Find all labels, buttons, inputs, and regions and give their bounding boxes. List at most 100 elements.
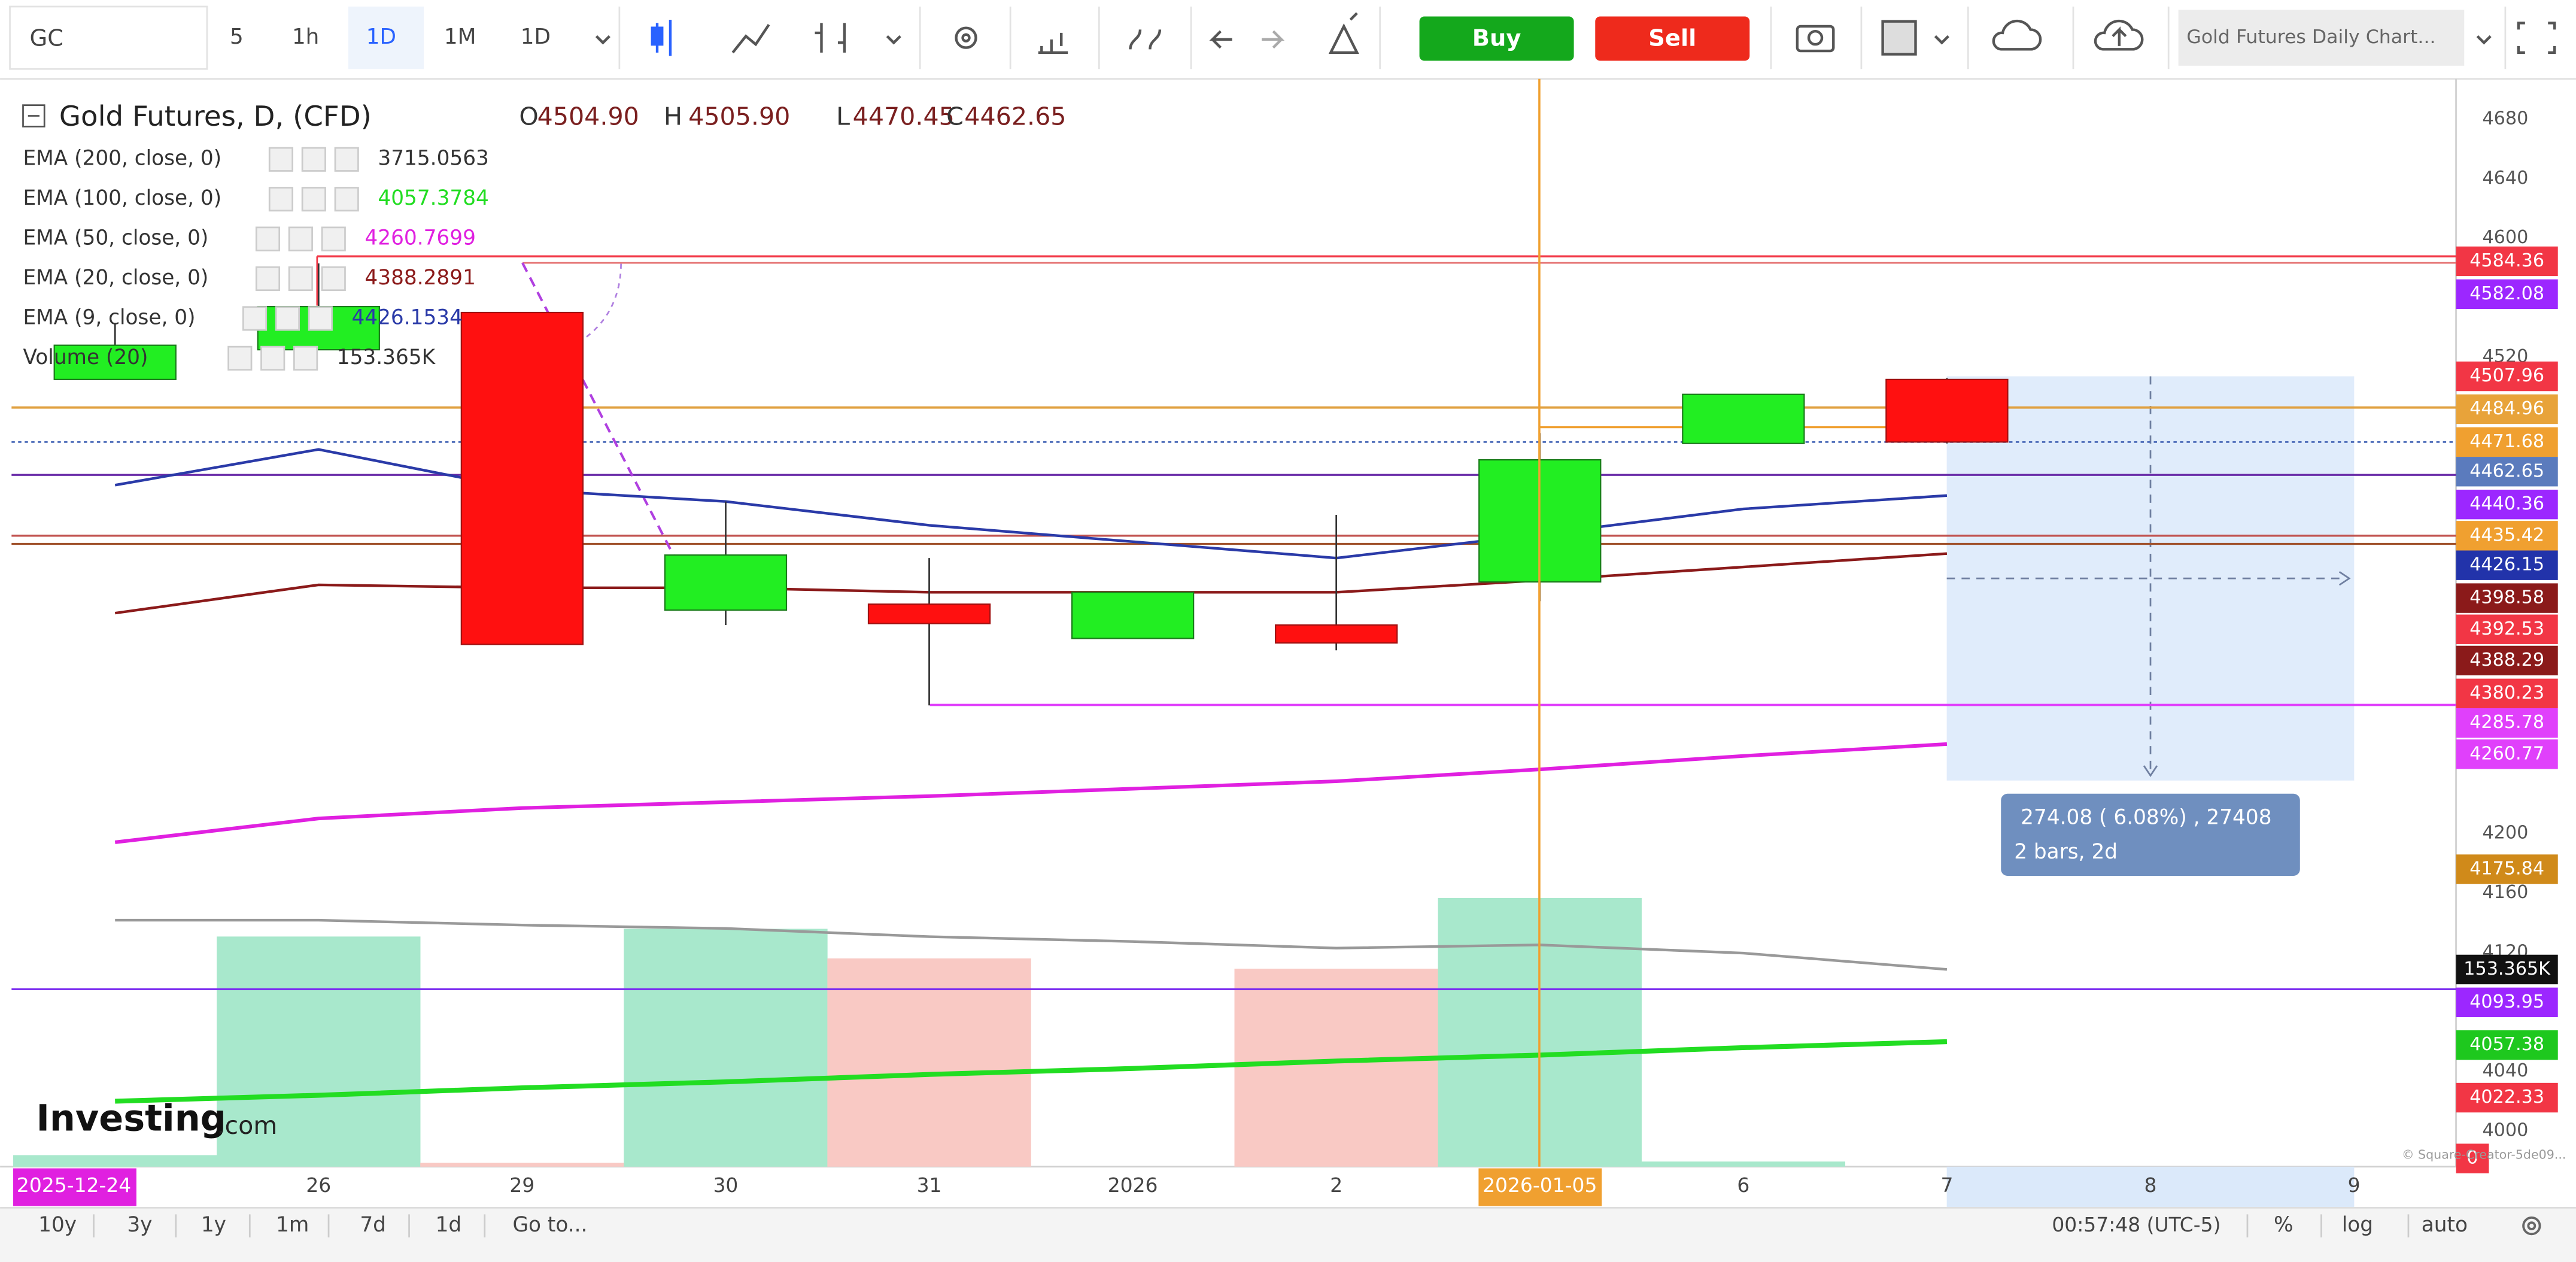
price-tag-label: 4440.36 [2469, 493, 2544, 514]
active-interval [348, 6, 424, 69]
candle-body [460, 311, 584, 645]
indicator-button[interactable] [275, 306, 300, 331]
ohlc-label: H [664, 102, 682, 131]
ohlc-value: 4505.90 [688, 102, 790, 131]
indicator-button[interactable] [227, 345, 253, 371]
indicator-button[interactable] [260, 345, 285, 371]
volume-bar [13, 1155, 217, 1167]
volume-bar [624, 929, 828, 1167]
legend-title: Gold Futures, D, (CFD) [59, 101, 372, 133]
indicator-button[interactable] [321, 226, 346, 251]
indicator-button[interactable] [334, 147, 359, 172]
price-tag [2456, 614, 2558, 644]
credit: © Square-Creator-5de09... [2402, 1148, 2566, 1162]
interval-button[interactable]: 1D [521, 25, 551, 49]
scale-option[interactable]: auto [2422, 1213, 2468, 1237]
price-tag-label: 4388.29 [2469, 650, 2544, 671]
indicator-button[interactable] [242, 306, 268, 331]
indicator-value: 4260.7699 [364, 226, 475, 250]
indicator-value: 153.365K [337, 345, 436, 369]
indicator-value: 4057.3784 [378, 186, 488, 210]
sell-button[interactable] [1595, 16, 1750, 61]
collapse-icon[interactable] [22, 104, 45, 128]
price-tag [2456, 645, 2558, 676]
volume-bar [1234, 969, 1438, 1167]
price-tag-label: 4484.96 [2469, 398, 2544, 419]
ohlc-label: C [946, 102, 964, 131]
indicator-button[interactable] [255, 266, 281, 292]
price-tag [2456, 1030, 2558, 1060]
time-label: 29 [509, 1173, 534, 1197]
time-label: 2025-12-24 [17, 1173, 131, 1197]
price-tick-label: 4640 [2482, 168, 2528, 189]
volume-bar [827, 958, 1031, 1167]
volume-bar [217, 936, 421, 1167]
indicator-name: EMA (9, close, 0) [23, 305, 196, 329]
indicator-button[interactable] [293, 345, 318, 371]
indicator-button[interactable] [255, 226, 281, 251]
price-tag-label: 4260.77 [2469, 743, 2544, 764]
time-label: 2026-01-05 [1483, 1173, 1597, 1197]
price-tag-label: 4435.42 [2469, 524, 2544, 545]
settings-icon[interactable] [2522, 1216, 2541, 1236]
price-tags: 4584.36 4582.08 4507.96 4484.96 4471.68 4462.… [2456, 246, 2558, 1173]
symbol: GC [29, 25, 63, 51]
buy-label[interactable]: Buy [1472, 25, 1521, 51]
scale-option[interactable]: % [2274, 1213, 2294, 1237]
indicator-button[interactable] [268, 187, 294, 212]
time-label: 26 [306, 1173, 331, 1197]
price-tag-label: 4582.08 [2469, 283, 2544, 304]
toolbar-icons[interactable] [595, 12, 2556, 56]
interval-button[interactable]: 1M [444, 25, 476, 49]
indicator-button[interactable] [321, 266, 346, 292]
range-button[interactable]: 1d [436, 1213, 462, 1237]
indicator-name: EMA (100, close, 0) [23, 186, 222, 210]
price-tag [2456, 1082, 2558, 1113]
price-tick-label: 4000 [2482, 1120, 2528, 1141]
range-button[interactable]: 7d [360, 1213, 386, 1237]
symbol-box[interactable] [9, 5, 208, 70]
watermark-suffix: .com [217, 1111, 277, 1140]
price-tag-label: 4175.84 [2469, 858, 2544, 879]
price-tag [2456, 678, 2558, 709]
indicator-line [115, 1039, 1948, 1104]
range-button[interactable]: 1y [201, 1213, 226, 1237]
time-label: 30 [713, 1173, 739, 1197]
indicator-button[interactable] [334, 187, 359, 212]
measure-range-axis [1946, 1166, 2355, 1208]
goto-button[interactable]: Go to... [512, 1213, 587, 1237]
scale-option[interactable]: log [2342, 1213, 2373, 1237]
ohlc-value: 4504.90 [537, 102, 639, 131]
price-tag [2456, 279, 2558, 310]
indicator-button[interactable] [301, 187, 326, 212]
price-tag [2456, 987, 2558, 1018]
layout-name[interactable]: Gold Futures Daily Chart... [2186, 26, 2435, 48]
interval-button[interactable]: 5 [230, 25, 244, 49]
price-tag-label: 4462.65 [2469, 460, 2544, 481]
ohlc-value: 4462.65 [964, 102, 1066, 131]
range-button[interactable]: 10y [38, 1213, 77, 1237]
indicator-button[interactable] [288, 266, 313, 292]
price-tag [2456, 246, 2558, 277]
price-tick-label: 4680 [2482, 108, 2528, 129]
buy-button[interactable] [1419, 16, 1574, 61]
indicator-button[interactable] [288, 226, 313, 251]
indicator-button[interactable] [301, 147, 326, 172]
layout-name-box[interactable] [2178, 10, 2465, 66]
interval-button[interactable]: 1D [366, 25, 396, 49]
sell-label[interactable]: Sell [1648, 25, 1696, 51]
interval-button[interactable]: 1h [292, 25, 319, 49]
price-tag [2456, 854, 2558, 884]
price-tag-label: 4392.53 [2469, 618, 2544, 639]
candle-body [867, 603, 991, 624]
cursor-date-tag [13, 1168, 136, 1206]
range-button[interactable]: 3y [127, 1213, 152, 1237]
price-tag [2456, 954, 2558, 985]
indicator-button[interactable] [268, 147, 294, 172]
range-button[interactable]: 1m [276, 1213, 309, 1237]
indicator-button[interactable] [308, 306, 333, 331]
price-tag [2456, 457, 2558, 487]
indicator-value: 4426.1534 [351, 305, 462, 329]
